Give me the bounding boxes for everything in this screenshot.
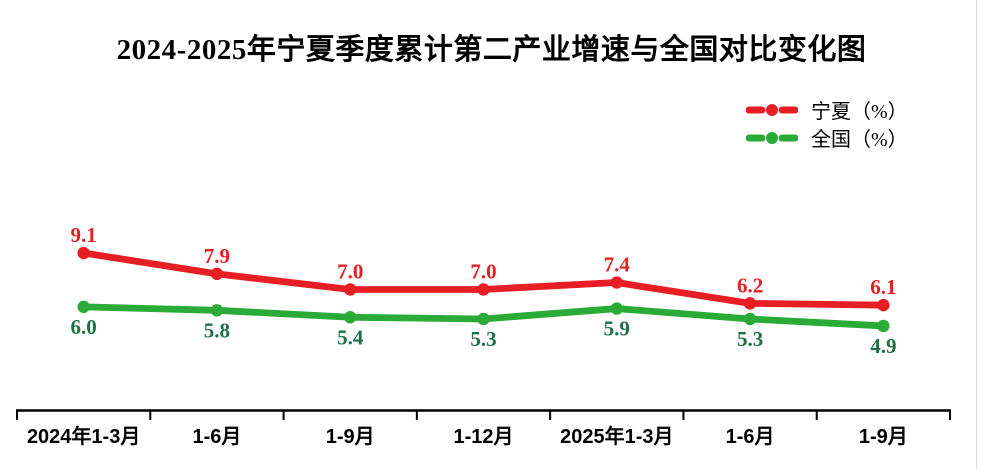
ningxia-line-marker-icon xyxy=(746,103,798,116)
ningxia-data-label: 7.0 xyxy=(470,259,496,283)
x-axis-label: 2025年1-3月 xyxy=(560,424,673,448)
ningxia-data-point-marker xyxy=(77,246,90,260)
national-data-label: 4.9 xyxy=(870,334,896,358)
national-data-label: 6.0 xyxy=(71,315,97,339)
ningxia-data-label: 7.9 xyxy=(204,244,230,268)
legend-label-national: 全国（%） xyxy=(811,129,908,151)
ningxia-data-point-marker xyxy=(344,283,357,296)
x-axis-label: 1-6月 xyxy=(726,426,775,448)
national-data-point-marker xyxy=(477,312,490,326)
ningxia-data-label: 6.2 xyxy=(737,273,763,297)
x-axis-label: 2024年1-3月 xyxy=(27,424,140,448)
ningxia-data-label: 6.1 xyxy=(870,275,896,299)
x-axis-label: 1-9月 xyxy=(326,426,375,448)
chart-title: 2024-2025年宁夏季度累计第二产业增速与全国对比变化图 xyxy=(116,34,867,66)
ningxia-data-label: 9.1 xyxy=(71,223,97,247)
legend: 宁夏（%） 全国（%） xyxy=(746,99,908,151)
national-data-point-marker xyxy=(610,302,623,315)
legend-item-ningxia: 宁夏（%） xyxy=(746,99,908,123)
ningxia-data-point-marker xyxy=(210,267,224,281)
national-data-point-marker xyxy=(77,300,90,314)
ningxia-data-label: 7.0 xyxy=(337,259,363,283)
x-axis-label: 1-12月 xyxy=(453,426,513,448)
national-data-label: 5.9 xyxy=(604,317,630,341)
ningxia-data-label: 7.4 xyxy=(604,253,631,277)
image-right-border xyxy=(976,0,977,469)
legend-label-ningxia: 宁夏（%） xyxy=(811,101,908,123)
national-data-point-marker xyxy=(743,312,757,326)
legend-item-national: 全国（%） xyxy=(746,127,908,151)
national-data-label: 5.4 xyxy=(337,325,364,349)
x-axis-label: 1-6月 xyxy=(192,426,241,448)
national-data-point-marker xyxy=(877,319,890,333)
ningxia-data-point-marker xyxy=(743,297,757,310)
national-data-label: 5.3 xyxy=(737,327,763,351)
ningxia-data-point-marker xyxy=(610,276,623,289)
national-data-point-marker xyxy=(210,304,224,317)
national-data-point-marker xyxy=(344,311,357,324)
national-line-marker-icon xyxy=(746,131,798,144)
ningxia-data-point-marker xyxy=(877,298,890,312)
national-data-label: 5.8 xyxy=(204,318,230,342)
national-data-label: 5.3 xyxy=(470,327,496,351)
ningxia-data-point-marker xyxy=(477,283,490,296)
x-axis-label: 1-9月 xyxy=(859,426,908,448)
